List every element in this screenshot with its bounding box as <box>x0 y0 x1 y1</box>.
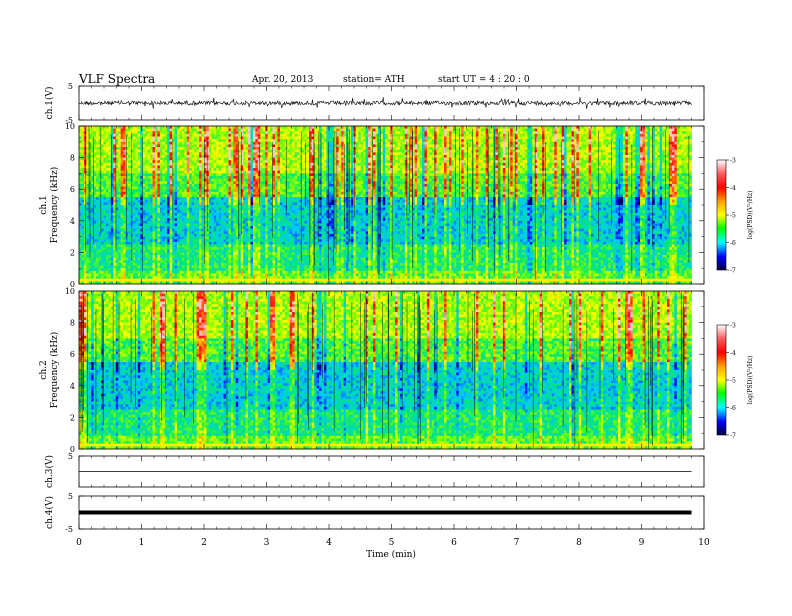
ch1-spectrogram-colorbar-tick: -5 <box>730 213 736 220</box>
x-tick-label: 9 <box>639 538 645 548</box>
ch2-spectrogram-colorbar-tick: -4 <box>730 350 736 357</box>
ch1-spectrogram-colorbar-tick: -7 <box>730 268 736 275</box>
ch2-spectrogram-cells <box>79 291 692 449</box>
ch4-waveform-panel: 5 -5 ch.4(V) <box>44 492 704 534</box>
ch1-spectrogram-cells <box>79 126 692 284</box>
ch1-spectrogram-ytick: 8 <box>70 154 75 163</box>
ch1-spectrogram-ytick: 2 <box>70 248 75 257</box>
station-label: station= ATH <box>343 75 405 85</box>
ch2-spectrogram-channel-label: ch.2 <box>39 360 49 379</box>
ch3-waveform-ytick: 5 <box>68 452 73 461</box>
ch2-spectrogram-colorbar-tick: -6 <box>730 405 736 412</box>
ch2-spectrogram-colorbar-tick: -5 <box>730 378 736 385</box>
x-axis: 0 1 2 3 4 5 6 7 8 9 10 <box>76 538 710 548</box>
ch4-waveform-trace <box>79 511 692 515</box>
x-tick-label: 3 <box>264 538 270 548</box>
x-tick-label: 6 <box>451 538 457 548</box>
ch1-waveform-trace <box>79 97 692 109</box>
ch1-spectrogram-colorbar-tick: -4 <box>730 185 736 192</box>
ch4-waveform-ytick: -5 <box>65 525 73 534</box>
ch1-spectrogram-ytick: 6 <box>70 185 75 194</box>
x-tick-label: 1 <box>139 538 145 548</box>
x-tick-label: 0 <box>76 538 82 548</box>
ch1-spectrogram-colorbar-tick: -3 <box>730 158 736 165</box>
x-tick-label: 7 <box>514 538 520 548</box>
ch1-spectrogram-freq-label: Frequency (kHz) <box>49 167 60 244</box>
start-time-label: start UT = 4 : 20 : 0 <box>438 75 530 85</box>
ch1-spectrogram-colorbar-label: log(PSD)(V²/Hz) <box>747 191 754 240</box>
ch2-spectrogram-ytick: 2 <box>70 413 75 422</box>
date-label: Apr. 20, 2013 <box>251 75 314 85</box>
ch1-waveform-frame <box>79 86 704 120</box>
ch2-spectrogram-colorbar-tick: -7 <box>730 433 736 440</box>
ch3-waveform-ylabel: ch.3(V) <box>44 455 55 488</box>
ch2-spectrogram-ytick: 6 <box>70 350 75 359</box>
ch2-spectrogram-colorbar-label: log(PSD)(V²/Hz) <box>747 356 754 405</box>
ch1-waveform-ylabel: ch.1(V) <box>44 87 55 120</box>
ch1-spectrogram-colorbar-tick: -6 <box>730 240 736 247</box>
x-tick-label: 10 <box>698 538 710 548</box>
ch4-waveform-ylabel: ch.4(V) <box>44 496 55 529</box>
ch2-spectrogram-colorbar <box>717 325 726 435</box>
ch2-spectrogram-ytick: 4 <box>70 382 75 391</box>
ch3-waveform-panel: 5 ch.3(V) <box>44 452 704 488</box>
ch2-spectrogram-colorbar-tick: -3 <box>730 323 736 330</box>
ch1-spectrogram-colorbar <box>717 160 726 270</box>
ch1-waveform-panel: 5-5ch.1(V) <box>44 82 704 125</box>
x-tick-label: 8 <box>576 538 582 548</box>
ch2-spectrogram-ytick: 8 <box>70 319 75 328</box>
ch1-spectrogram-channel-label: ch.1 <box>39 195 49 214</box>
x-tick-label: 2 <box>201 538 207 548</box>
figure-title: VLF Spectra <box>78 72 155 86</box>
ch1-spectrogram-ytick: 10 <box>65 122 75 131</box>
x-axis-label: Time (min) <box>366 549 416 560</box>
ch2-spectrogram-ytick: 10 <box>65 287 75 296</box>
x-tick-label: 4 <box>326 538 332 548</box>
ch2-spectrogram-freq-label: Frequency (kHz) <box>49 332 60 409</box>
x-tick-label: 5 <box>389 538 395 548</box>
ch4-waveform-ytick: 5 <box>68 492 73 501</box>
ch1-spectrogram-ytick: 4 <box>70 217 75 226</box>
ch1-waveform-ytick: 5 <box>68 82 73 91</box>
